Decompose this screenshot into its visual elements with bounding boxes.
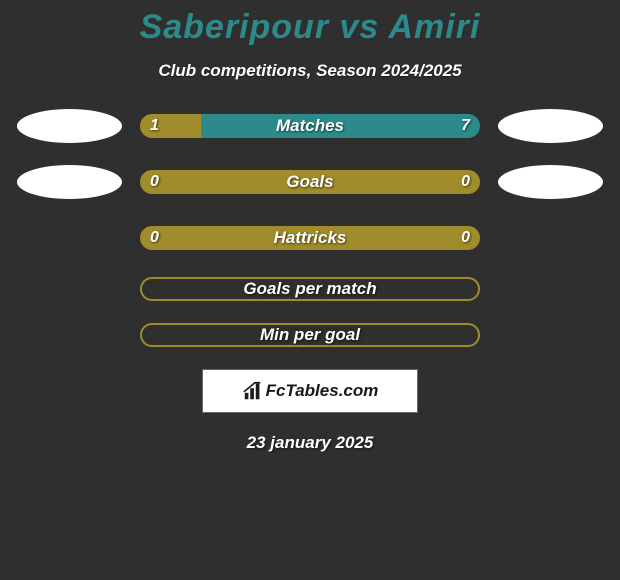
logo-text: FcTables.com xyxy=(266,381,379,401)
chart-icon xyxy=(242,380,264,402)
stat-label: Matches xyxy=(276,116,344,136)
stats-area: 1 7 Matches 0 0 Goals 0 0 Hattricks xyxy=(0,109,620,255)
page-subtitle: Club competitions, Season 2024/2025 xyxy=(0,61,620,81)
player-avatar-right xyxy=(498,165,603,199)
player-avatar-right xyxy=(498,109,603,143)
stat-bar-outlined: Min per goal xyxy=(140,323,480,347)
avatar-placeholder xyxy=(17,221,122,255)
stat-bar: 1 7 Matches xyxy=(140,114,480,138)
stat-label: Goals xyxy=(286,172,333,192)
stat-label: Goals per match xyxy=(243,279,376,299)
stat-bar-outlined: Goals per match xyxy=(140,277,480,301)
stat-value-right: 7 xyxy=(461,117,470,135)
stat-label: Min per goal xyxy=(260,325,360,345)
date-text: 23 january 2025 xyxy=(0,433,620,453)
stat-value-right: 0 xyxy=(461,173,470,191)
stat-row: 1 7 Matches xyxy=(0,109,620,143)
stat-value-right: 0 xyxy=(461,229,470,247)
stat-bar: 0 0 Goals xyxy=(140,170,480,194)
stat-row: 0 0 Goals xyxy=(0,165,620,199)
avatar-placeholder xyxy=(498,221,603,255)
player-avatar-left xyxy=(17,109,122,143)
stat-value-left: 0 xyxy=(150,173,159,191)
stat-value-left: 0 xyxy=(150,229,159,247)
logo-box: FcTables.com xyxy=(202,369,418,413)
outlined-stats-area: Goals per match Min per goal xyxy=(0,277,620,347)
stat-row: 0 0 Hattricks xyxy=(0,221,620,255)
stat-label: Hattricks xyxy=(274,228,347,248)
player-avatar-left xyxy=(17,165,122,199)
page-title: Saberipour vs Amiri xyxy=(0,8,620,47)
page-container: Saberipour vs Amiri Club competitions, S… xyxy=(0,0,620,580)
stat-value-left: 1 xyxy=(150,117,159,135)
stat-bar: 0 0 Hattricks xyxy=(140,226,480,250)
